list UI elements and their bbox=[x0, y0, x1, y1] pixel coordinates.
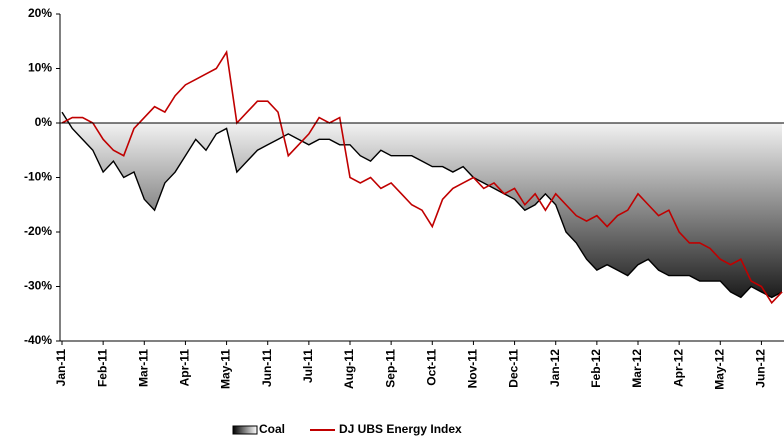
x-tick-label: Aug-11 bbox=[342, 349, 356, 389]
y-tick-label: -20% bbox=[24, 224, 52, 238]
x-tick-label: Apr-12 bbox=[671, 349, 685, 387]
x-tick-label: Jun-11 bbox=[260, 349, 274, 387]
y-tick-label: -40% bbox=[24, 333, 52, 347]
series-line bbox=[61, 49, 783, 305]
x-tick-label: Oct-11 bbox=[424, 349, 438, 386]
coal-area bbox=[62, 112, 782, 298]
legend-swatch bbox=[232, 425, 258, 435]
y-tick-label: -30% bbox=[24, 279, 52, 293]
x-tick-label: Feb-11 bbox=[95, 349, 109, 387]
legend-label: DJ UBS Energy Index bbox=[339, 422, 462, 436]
y-tick-label: 20% bbox=[28, 6, 52, 20]
y-tick-label: -10% bbox=[24, 170, 52, 184]
legend-label: Coal bbox=[259, 422, 285, 436]
x-tick-label: May-12 bbox=[712, 349, 726, 390]
x-tick-label: Sep-11 bbox=[383, 349, 397, 388]
x-tick-label: May-11 bbox=[219, 349, 233, 389]
x-tick-label: Jan-11 bbox=[54, 349, 68, 387]
x-tick-label: Dec-11 bbox=[507, 349, 521, 388]
x-tick-label: Jan-12 bbox=[548, 349, 562, 387]
x-tick-label: Nov-11 bbox=[466, 349, 480, 389]
x-tick-label: Feb-12 bbox=[589, 349, 603, 388]
x-tick-label: Apr-11 bbox=[178, 349, 192, 387]
y-tick-label: 0% bbox=[35, 115, 53, 129]
x-tick-label: Jul-11 bbox=[301, 349, 315, 383]
series-line bbox=[61, 111, 783, 299]
x-tick-label: Mar-12 bbox=[630, 349, 644, 388]
y-tick-label: 10% bbox=[28, 61, 52, 75]
x-tick-label: Mar-11 bbox=[136, 349, 150, 387]
x-tick-label: Jun-12 bbox=[754, 349, 768, 388]
